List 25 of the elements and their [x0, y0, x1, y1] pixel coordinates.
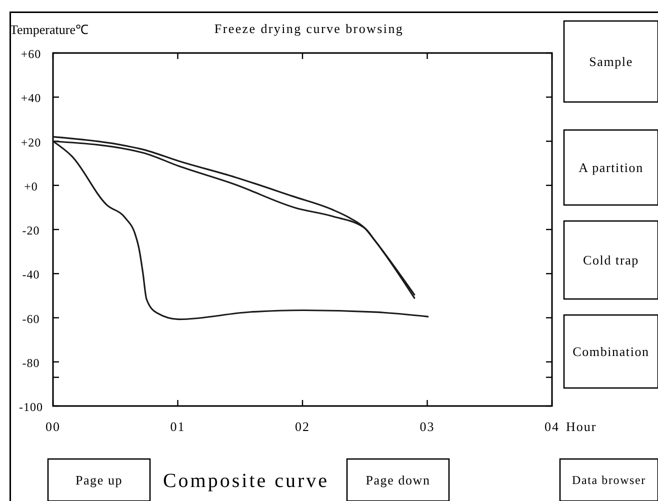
y-tick-label: +60	[20, 47, 42, 61]
x-axis-title: Hour	[566, 419, 597, 434]
text: Page down	[366, 472, 430, 488]
x-tick-label: 03	[420, 419, 435, 434]
text: Sample	[589, 54, 633, 70]
text: Cold trap	[583, 252, 639, 268]
text: Combination	[572, 344, 650, 360]
y-tick-label: -80	[22, 356, 40, 370]
x-tick-label: 00	[46, 419, 60, 434]
y-tick-label: -20	[22, 224, 40, 238]
text: A partition	[578, 160, 644, 176]
y-axis-title: Temperature℃	[10, 22, 88, 37]
chart-title: Freeze drying curve browsing	[214, 21, 404, 36]
x-tick-label: 01	[170, 419, 186, 434]
x-tick-label: 02	[295, 419, 310, 434]
text: Composite curve	[162, 470, 330, 492]
y-tick-label: -100	[19, 400, 43, 414]
text: Data browser	[572, 473, 646, 488]
text: Page up	[75, 472, 123, 488]
y-tick-label: +20	[20, 135, 42, 150]
y-tick-label: -40	[22, 268, 40, 282]
y-tick-label: -60	[22, 312, 40, 326]
y-tick-label: +0	[24, 179, 38, 194]
y-tick-label: +40	[20, 91, 42, 106]
x-tick-label: 04	[544, 419, 560, 434]
